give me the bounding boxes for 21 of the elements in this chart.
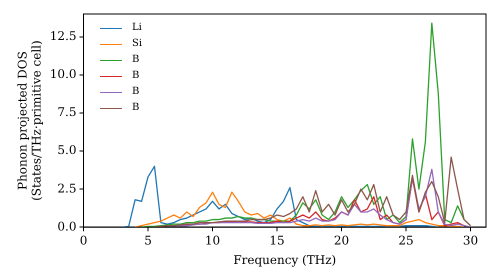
- y-tick-label: 2.5: [57, 181, 77, 196]
- x-axis-title: Frequency (THz): [233, 252, 336, 267]
- y-tick-label: 0.0: [57, 219, 77, 234]
- y-tick-label: 12.5: [50, 28, 77, 43]
- legend-label: B: [132, 101, 140, 115]
- x-tick-label: 20: [334, 234, 350, 248]
- y-tick-label: 10.0: [50, 67, 77, 82]
- y-tick-label: 7.5: [57, 105, 77, 120]
- legend-label: Si: [132, 37, 142, 51]
- x-tick-label: 10: [204, 234, 220, 248]
- x-tick-label: 0: [80, 234, 88, 248]
- y-tick-label: 5.0: [57, 143, 77, 158]
- legend-label: Li: [132, 21, 142, 35]
- x-tick-label: 30: [462, 234, 478, 248]
- legend-label: B: [132, 85, 140, 99]
- x-tick-label: 25: [398, 234, 414, 248]
- x-tick-label: 15: [269, 234, 285, 248]
- legend-label: B: [132, 53, 140, 67]
- legend-label: B: [132, 69, 140, 83]
- y-axis-title: Phonon projected DOS (States/THz·primitive cell): [15, 40, 44, 201]
- x-tick-label: 5: [144, 234, 152, 248]
